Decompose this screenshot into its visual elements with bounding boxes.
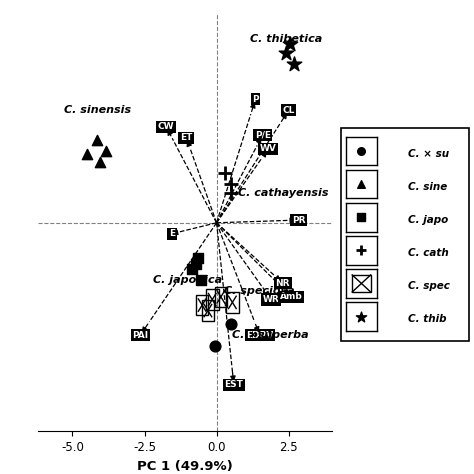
Point: [188, 265, 196, 273]
Point: [286, 41, 294, 48]
Text: P/E: P/E: [255, 130, 271, 139]
Text: CW: CW: [158, 122, 174, 131]
Point: [357, 313, 365, 320]
Bar: [226, 292, 239, 313]
Point: [357, 147, 365, 155]
Text: C. thibetica: C. thibetica: [250, 34, 322, 44]
Text: Amb: Amb: [280, 292, 303, 301]
Point: [221, 170, 229, 177]
Text: WV: WV: [260, 144, 277, 153]
Point: [357, 181, 365, 188]
Text: C. × su: C. × su: [408, 148, 449, 159]
Point: [211, 343, 219, 350]
Point: [227, 189, 235, 196]
Text: EDPV: EDPV: [246, 331, 273, 340]
Point: [93, 137, 101, 144]
Point: [357, 246, 365, 254]
Text: E: E: [169, 229, 175, 238]
Bar: [352, 275, 371, 292]
Point: [357, 213, 365, 221]
Point: [83, 150, 91, 158]
Point: [192, 260, 200, 268]
Text: P: P: [252, 95, 259, 104]
Text: PAI: PAI: [132, 331, 148, 340]
Point: [291, 60, 298, 67]
Text: C. thib: C. thib: [408, 314, 447, 324]
Point: [96, 159, 104, 166]
X-axis label: PC 1 (49.9%): PC 1 (49.9%): [137, 460, 233, 473]
Text: WR: WR: [263, 295, 280, 304]
Point: [194, 255, 201, 262]
Point: [102, 147, 109, 155]
Text: C. cathayensis: C. cathayensis: [238, 188, 328, 198]
Text: C. ×superba: C. ×superba: [232, 330, 309, 340]
Text: C. spec: C. spec: [408, 281, 450, 291]
Text: C. sinensis: C. sinensis: [64, 105, 131, 115]
Text: C. speciosa: C. speciosa: [224, 286, 294, 296]
Text: C. cath: C. cath: [408, 248, 448, 258]
Text: C. japonica: C. japonica: [153, 275, 222, 285]
Text: C. japo: C. japo: [408, 215, 448, 225]
Text: CL: CL: [283, 106, 295, 115]
Bar: [196, 295, 209, 315]
Bar: [206, 289, 219, 310]
Text: PR: PR: [292, 216, 305, 225]
Text: NR: NR: [275, 279, 290, 288]
Point: [197, 277, 204, 284]
Text: EST: EST: [224, 380, 243, 389]
Point: [282, 49, 290, 56]
Text: ET: ET: [180, 133, 192, 142]
Point: [227, 181, 235, 188]
Bar: [201, 301, 214, 321]
Bar: [215, 287, 227, 307]
Point: [227, 320, 235, 328]
Text: C. sine: C. sine: [408, 182, 447, 191]
